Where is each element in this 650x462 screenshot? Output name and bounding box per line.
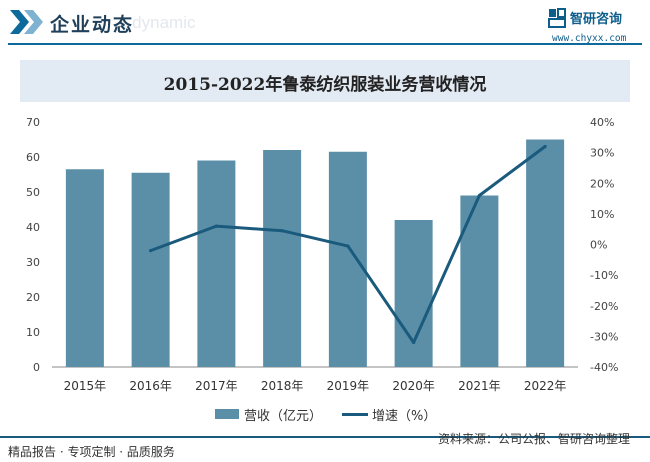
growth-point-2020年 bbox=[412, 340, 416, 345]
chart-title-band: 2015-2022年鲁泰纺织服装业务营收情况 bbox=[20, 60, 630, 102]
logo-url: www.chyxx.com bbox=[552, 33, 627, 44]
source-text: 公司公报、智研咨询整理 bbox=[498, 432, 631, 446]
y-right-tick-label: -20% bbox=[590, 300, 618, 313]
bar-2015年 bbox=[65, 169, 104, 367]
y-left-tick-label: 60 bbox=[26, 151, 40, 164]
chart-legend: 营收（亿元） 增速（%） bbox=[0, 404, 650, 424]
header-divider bbox=[8, 43, 642, 45]
logo-name: 智研咨询 bbox=[570, 12, 623, 27]
y-left-tick-label: 30 bbox=[26, 256, 40, 269]
logo-mark-icon bbox=[548, 8, 566, 28]
double-chevron-icon bbox=[10, 10, 43, 34]
revenue-chart: 0 10 20 30 40 50 60 70 -40% -30% -20% -10% 0% 10% 20% 3… bbox=[26, 116, 618, 393]
y-right-tick-label: -30% bbox=[590, 330, 618, 343]
legend-bar-label: 营收（亿元） bbox=[244, 409, 323, 424]
page-header: e dynamic 企业动态 智研咨询 www.chyxx.com bbox=[0, 0, 650, 48]
header-watermark: e dynamic bbox=[118, 13, 196, 32]
x-tick-label: 2021年 bbox=[458, 379, 501, 393]
bar-2016年 bbox=[131, 172, 170, 367]
legend-line-swatch bbox=[342, 413, 368, 416]
y-left-tick-label: 0 bbox=[33, 361, 40, 374]
x-tick-label: 2015年 bbox=[64, 379, 107, 393]
y-right-tick-label: 40% bbox=[590, 116, 614, 129]
bar-2021年 bbox=[460, 195, 499, 367]
y-left-tick-label: 70 bbox=[26, 116, 40, 129]
x-tick-label: 2020年 bbox=[392, 379, 435, 393]
x-tick-label: 2019年 bbox=[327, 379, 370, 393]
bar-2020年 bbox=[394, 220, 433, 367]
y-right-tick-label: 30% bbox=[590, 147, 614, 160]
footer-tagline: 精品报告 · 专项定制 · 品质服务 bbox=[8, 445, 175, 459]
x-tick-label: 2017年 bbox=[195, 379, 238, 393]
growth-point-2021年 bbox=[477, 193, 481, 198]
footer-source: 资料来源：公司公报、智研咨询整理 bbox=[438, 430, 630, 447]
y-left-tick-label: 50 bbox=[26, 186, 40, 199]
chart-title: 2015-2022年鲁泰纺织服装业务营收情况 bbox=[163, 75, 487, 95]
x-tick-label: 2022年 bbox=[524, 379, 567, 393]
growth-point-2017年 bbox=[214, 224, 218, 228]
growth-point-2016年 bbox=[149, 249, 153, 253]
bar-2022年 bbox=[526, 139, 565, 367]
y-right-tick-label: 0% bbox=[590, 239, 607, 252]
footer-divider bbox=[0, 436, 650, 438]
bar-2019年 bbox=[328, 151, 367, 367]
y-right-tick-label: 10% bbox=[590, 208, 614, 221]
y-left-tick-label: 10 bbox=[26, 326, 40, 339]
source-label: 资料来源： bbox=[438, 432, 499, 446]
legend-bar-swatch bbox=[215, 409, 239, 419]
y-left-tick-label: 40 bbox=[26, 221, 40, 234]
bar-2017年 bbox=[197, 160, 236, 367]
x-tick-label: 2018年 bbox=[261, 379, 304, 393]
y-right-tick-label: 20% bbox=[590, 177, 614, 190]
growth-point-2022年 bbox=[543, 144, 547, 149]
y-left-tick-label: 20 bbox=[26, 291, 40, 304]
y-right-tick-label: -40% bbox=[590, 361, 618, 374]
growth-point-2019年 bbox=[346, 244, 350, 248]
legend-line-label: 增速（%） bbox=[372, 409, 437, 424]
y-right-tick-label: -10% bbox=[590, 269, 618, 282]
section-title: 企业动态 bbox=[50, 14, 135, 36]
x-tick-label: 2016年 bbox=[129, 379, 172, 393]
growth-point-2018年 bbox=[280, 229, 284, 233]
bar-2018年 bbox=[263, 150, 302, 367]
